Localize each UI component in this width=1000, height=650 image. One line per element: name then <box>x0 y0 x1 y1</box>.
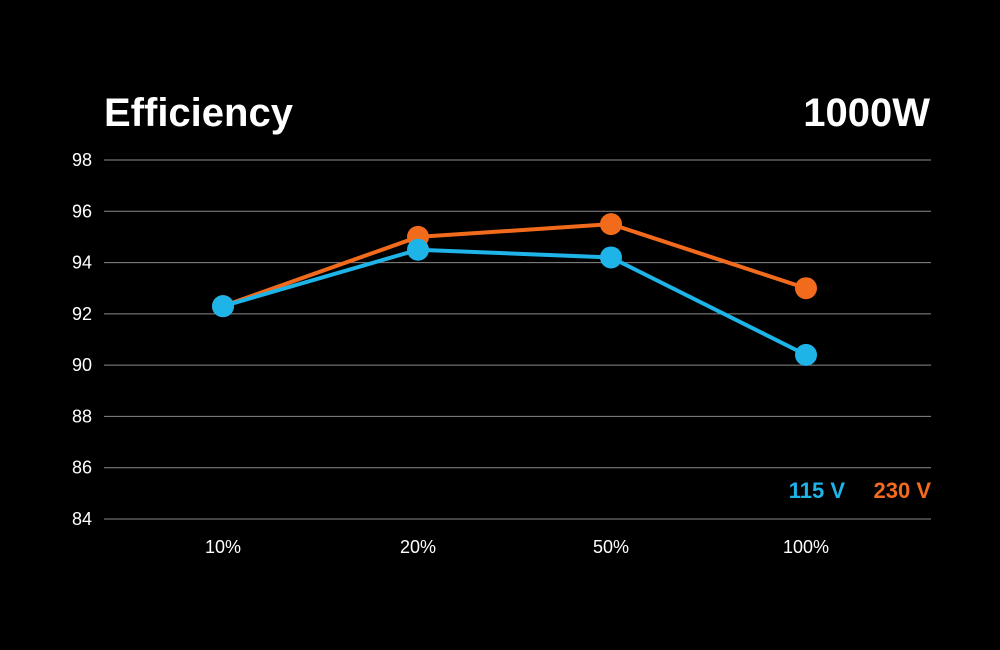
y-axis-ticks: 98 96 94 92 90 88 86 84 <box>72 150 92 529</box>
data-point <box>600 246 622 269</box>
series-line <box>221 247 808 357</box>
y-tick-label: 98 <box>72 150 92 170</box>
grid-lines <box>104 159 931 520</box>
x-tick-label: 50% <box>593 537 629 557</box>
data-point <box>600 213 622 236</box>
y-tick-label: 94 <box>72 253 92 273</box>
series-line <box>221 222 808 309</box>
x-axis-ticks: 10% 20% 50% 100% <box>205 537 829 557</box>
data-point <box>407 238 429 261</box>
y-tick-label: 90 <box>72 355 92 375</box>
x-tick-label: 10% <box>205 537 241 557</box>
legend-230v: 230 V <box>874 478 932 503</box>
x-tick-label: 100% <box>783 537 829 557</box>
series-115v <box>212 238 817 366</box>
data-point <box>795 277 817 300</box>
y-tick-label: 86 <box>72 458 92 478</box>
chart-subtitle: 1000W <box>803 91 930 135</box>
x-tick-label: 20% <box>400 537 436 557</box>
data-point <box>795 343 817 366</box>
legend: 115 V 230 V <box>789 478 932 503</box>
y-tick-label: 84 <box>72 509 92 529</box>
series-230v <box>212 213 817 318</box>
series-layer <box>212 213 817 366</box>
data-point <box>212 295 234 318</box>
legend-115v: 115 V <box>789 478 846 503</box>
y-tick-label: 92 <box>72 304 92 324</box>
chart-title: Efficiency <box>104 91 294 135</box>
y-tick-label: 88 <box>72 406 92 426</box>
y-tick-label: 96 <box>72 201 92 221</box>
